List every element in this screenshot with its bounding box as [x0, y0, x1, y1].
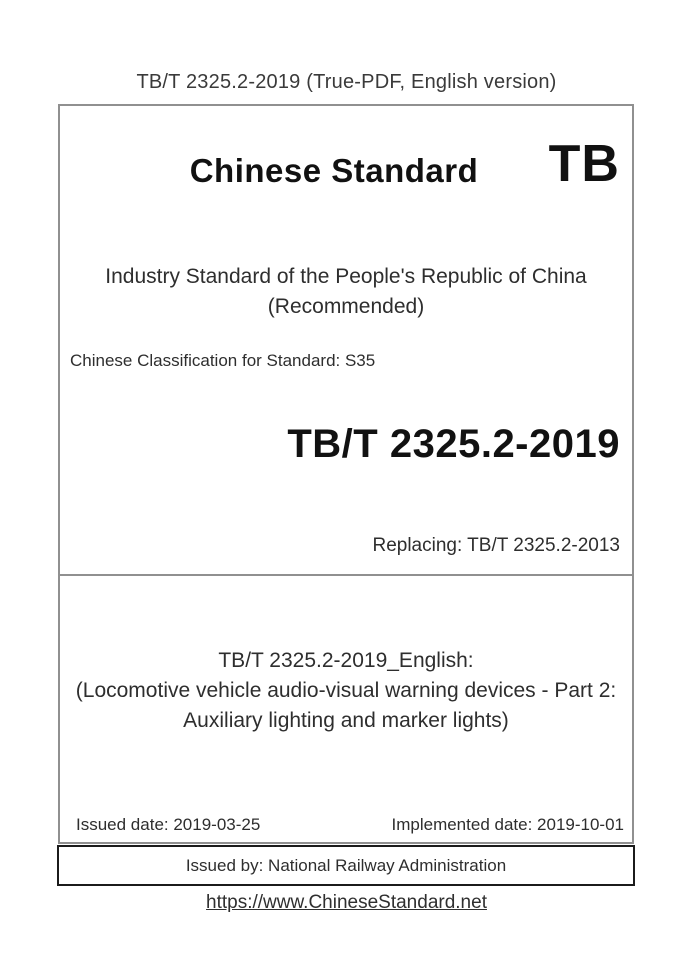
cover-outer-box: Chinese Standard TB Industry Standard of…: [58, 104, 634, 844]
section-divider: [60, 574, 632, 576]
english-title-line-3: Auxiliary lighting and marker lights): [183, 709, 509, 732]
dates-row: Issued date: 2019-03-25 Implemented date…: [76, 814, 624, 836]
issued-date: Issued date: 2019-03-25: [76, 815, 261, 834]
issued-by-label: Issued by: National Railway Administrati…: [185, 855, 507, 875]
brand-title: Chinese Standard: [189, 152, 479, 189]
recommended-line: (Recommended): [267, 295, 425, 318]
document-header-title: TB/T 2325.2-2019 (True-PDF, English vers…: [136, 71, 557, 93]
implemented-date: Implemented date: 2019-10-01: [391, 815, 625, 834]
english-title-block: TB/T 2325.2-2019_English: (Locomotive ve…: [60, 646, 632, 736]
issued-by-box: Issued by: National Railway Administrati…: [57, 845, 635, 886]
industry-standard-block: Industry Standard of the People's Republ…: [60, 262, 632, 322]
replacing-note: Replacing: TB/T 2325.2-2013: [372, 535, 620, 556]
english-title-line-1: TB/T 2325.2-2019_English:: [218, 649, 474, 672]
english-title-line-2: (Locomotive vehicle audio-visual warning…: [75, 679, 617, 702]
industry-standard-line: Industry Standard of the People's Republ…: [105, 265, 587, 288]
classification-label: Chinese Classification for Standard: S35: [70, 351, 376, 370]
brand-code-tb: TB: [548, 135, 620, 193]
standard-number: TB/T 2325.2-2019: [287, 422, 620, 466]
website-link[interactable]: https://www.ChineseStandard.net: [206, 892, 487, 913]
footer: https://www.ChineseStandard.net: [0, 891, 693, 915]
